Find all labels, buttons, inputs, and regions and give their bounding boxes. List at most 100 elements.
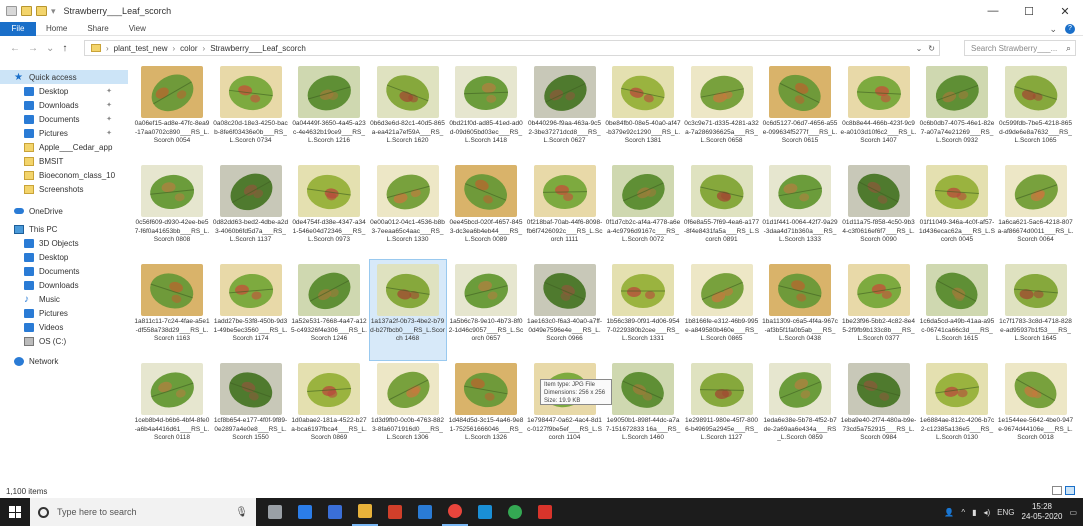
file-tile[interactable]: 1b56c389-0f91-4d06-9547-0229380b2cee___R… — [605, 260, 681, 360]
tab-view[interactable]: View — [128, 23, 146, 33]
taskbar-app[interactable] — [352, 498, 378, 526]
file-tile[interactable]: 0b440296-f9aa-463a-9c52-3be37271dcd8___R… — [527, 62, 603, 162]
nav-item[interactable]: This PC — [0, 222, 128, 236]
back-icon[interactable]: ← — [10, 42, 20, 54]
volume-icon[interactable]: ◂) — [983, 507, 991, 517]
file-tile[interactable]: 1e298911-980e-45f7-8006-b49695a2945e___R… — [684, 359, 760, 459]
file-tile[interactable]: 1a137a2f-0b73-4be2-b79d-b27fbcb0___RS_L.… — [368, 259, 447, 361]
nav-item[interactable]: OneDrive — [0, 204, 128, 218]
file-tile[interactable]: 1cf8b654-e177-4f0f-9f89-0e2897a4e0e8___R… — [213, 359, 289, 459]
chevron-right-icon[interactable]: › — [172, 43, 176, 53]
file-tile[interactable]: 1e798447-0a62-4ac4-8d1c-0127f9be5ef___RS… — [527, 359, 603, 459]
search-input[interactable]: Search Strawberry___... ⌕ — [964, 40, 1076, 56]
file-tile[interactable]: 0c599fdb-7be5-4218-865d-d9de6e8a7632___R… — [998, 62, 1074, 162]
large-icons-view-icon[interactable] — [1065, 486, 1075, 495]
chevron-right-icon[interactable]: › — [106, 43, 109, 53]
breadcrumb-color[interactable]: color — [180, 43, 198, 53]
taskbar-app[interactable] — [262, 498, 288, 526]
maximize-button[interactable]: ☐ — [1024, 5, 1034, 18]
file-tile[interactable]: 0d82dd63-bed2-4dbe-a2d3-4060b6fd5d7a___R… — [213, 161, 289, 261]
file-tile[interactable]: 1ceb8b4d-b6b6-4bf4-8fe0-a6b4a4416d61___R… — [134, 359, 210, 459]
nav-item[interactable]: Pictures — [0, 306, 128, 320]
file-tile[interactable]: 1eda6e38e-5b78-4f52-b7de-2a69aa6e434a___… — [762, 359, 838, 459]
file-tile[interactable]: 0f6e8a55-7f69-4ea6-a177-8f4e8431fa5a___R… — [684, 161, 760, 261]
nav-item[interactable]: Documents ✦ — [0, 112, 128, 126]
recent-icon[interactable]: ⌄ — [46, 42, 55, 54]
nav-item[interactable]: Network — [0, 354, 128, 368]
customize-toolbar-icon[interactable]: ▾ — [51, 5, 56, 16]
nav-item[interactable]: BMSIT — [0, 154, 128, 168]
file-tile[interactable]: 1a811c11-7c24-4fae-a5e1-df558a738d29___R… — [134, 260, 210, 360]
tab-share[interactable]: Share — [87, 23, 109, 33]
breadcrumb-plant-test-new[interactable]: plant_test_new — [113, 43, 168, 53]
refresh-icon[interactable]: ↻ — [928, 43, 935, 53]
file-tile[interactable]: 0c3c9e71-d335-4281-a32a-7a286936625a___R… — [684, 62, 760, 162]
taskbar-app[interactable] — [442, 498, 468, 526]
taskbar-search[interactable]: Type here to search 🎙 — [30, 498, 256, 526]
nav-item[interactable]: Videos — [0, 320, 128, 334]
file-tile[interactable]: 1eba9e40-2f74-480a-b9e-73cd5a752915___RS… — [841, 359, 917, 459]
file-tile[interactable]: 0ee45bcd-020f-4657-8453-dc3ea6b4eb44___R… — [448, 161, 524, 261]
file-tile[interactable]: 0e00a012-04c1-4536-b8b3-7eeaa65c4aac___R… — [370, 161, 446, 261]
address-bar[interactable]: › plant_test_new › color › Strawberry___… — [84, 40, 940, 56]
file-tile[interactable]: 0de4754f-d38e-4347-a341-546e04d72346___R… — [291, 161, 367, 261]
file-tile[interactable]: 0f1d7cb2c-af4a-4778-a6ea-4c9796d9167c___… — [605, 161, 681, 261]
file-tile[interactable]: 1c6da5cd-a49b-41aa-a95c-06741ca66c3d___R… — [919, 260, 995, 360]
file-tile[interactable]: 01d11a75-f858-4c50-9b34-c3f0616ef6f7___R… — [841, 161, 917, 261]
taskbar-app[interactable] — [292, 498, 318, 526]
file-tile[interactable]: 1c7f1783-3c8d-4718-828e-ad95937b1f53___R… — [998, 260, 1074, 360]
properties-icon[interactable] — [21, 6, 32, 16]
file-tile[interactable]: 01d1f441-0064-42f7-9a29-3daa4d71b360a___… — [762, 161, 838, 261]
file-tile[interactable]: 0c56f609-d930-42ee-be57-f6f0a41653bb___R… — [134, 161, 210, 261]
people-icon[interactable]: 👤 — [944, 507, 955, 517]
nav-item[interactable]: Desktop — [0, 250, 128, 264]
notifications-icon[interactable]: ▭ — [1069, 507, 1077, 517]
file-tile[interactable]: 1e6884ae-812c-4206-b7c2-c12385a136e5___R… — [919, 359, 995, 459]
taskbar-app[interactable] — [472, 498, 498, 526]
file-tile[interactable]: 0be84fb0-08e5-40a0-af47-b379e92c1290___R… — [605, 62, 681, 162]
taskbar-app[interactable] — [382, 498, 408, 526]
nav-item[interactable]: 3D Objects — [0, 236, 128, 250]
nav-item[interactable]: Apple___Cedar_app — [0, 140, 128, 154]
file-tile[interactable]: 0c6d5127-06d7-4656-a55e-099634f5277f___R… — [762, 62, 838, 162]
file-tile[interactable]: 0b6d3e6d-82c1-40d5-865a-ea421a7ef59A___R… — [370, 62, 446, 162]
nav-item[interactable]: Desktop ✦ — [0, 84, 128, 98]
explorer-icon[interactable] — [6, 6, 17, 16]
taskbar-app[interactable] — [412, 498, 438, 526]
taskbar-app[interactable] — [502, 498, 528, 526]
minimize-button[interactable]: — — [987, 5, 999, 17]
file-tile[interactable]: 1ae163c0-f6a3-40a0-a7ff-0d49e7596e4e___R… — [527, 260, 603, 360]
nav-item[interactable]: Downloads ✦ — [0, 98, 128, 112]
file-tile[interactable]: 1d484d5d-3c15-4a46-9e81-752561666046___R… — [448, 359, 524, 459]
file-tile[interactable]: 1be23f96-5bb2-4c82-8e45-2f9fb9b133c8b___… — [841, 260, 917, 360]
file-tile[interactable]: 1d3d9fb0-0c0b-4763-8823-8fa6071916d0___R… — [370, 359, 446, 459]
breadcrumb-current[interactable]: Strawberry___Leaf_scorch — [210, 43, 306, 53]
file-tile[interactable]: 0a08c20d-18e3-4250-bacb-8fe6f03436e0b___… — [213, 62, 289, 162]
file-tile[interactable]: 0a06ef15-ad8e-47fc-8ea9-17aa0702c890___R… — [134, 62, 210, 162]
file-tile[interactable]: 1e9050b1-898f-44dc-a7a7-151672833 16a___… — [605, 359, 681, 459]
nav-item[interactable]: Downloads — [0, 278, 128, 292]
file-tile[interactable]: 1ba11309-c6a5-4f4a-967c-af3b5f1fa0b5ab__… — [762, 260, 838, 360]
nav-item[interactable]: ♪ Music — [0, 292, 128, 306]
tab-file[interactable]: File — [0, 21, 36, 36]
chevron-right-icon[interactable]: › — [202, 43, 206, 53]
file-tile[interactable]: 1e1544ee-5642-4be0-947e-9674d44106e___RS… — [998, 359, 1074, 459]
forward-icon[interactable]: → — [28, 42, 38, 54]
file-tile[interactable]: 01f11049-346a-4c0f-af57-1d436ecac62a___R… — [919, 161, 995, 261]
file-tile[interactable]: 0c6b0db7-4075-46e1-82e7-a07a74e21269___R… — [919, 62, 995, 162]
help-icon[interactable]: ? — [1065, 24, 1075, 34]
nav-item[interactable]: Pictures ✦ — [0, 126, 128, 140]
microphone-icon[interactable]: 🎙 — [235, 506, 248, 518]
nav-item[interactable]: Screenshots — [0, 182, 128, 196]
file-tile[interactable]: 1d0abae2-181a-4522-b27a-bca6197fbca4___R… — [291, 359, 367, 459]
new-folder-icon[interactable] — [36, 6, 47, 16]
taskbar-app[interactable] — [532, 498, 558, 526]
file-tile[interactable]: 1a52e531-7668-4a47-a125-c49326f4e306___R… — [291, 260, 367, 360]
language-indicator[interactable]: ENG — [997, 507, 1015, 517]
file-tile[interactable]: 0a04449f-3650-4a45-a23c-4e4632b19ce9___R… — [291, 62, 367, 162]
file-tile[interactable]: 0bd21f0d-ad85-41ed-ad0d-09d605bd03ec___R… — [448, 62, 524, 162]
tab-home[interactable]: Home — [46, 23, 68, 33]
chevron-down-icon[interactable]: ⌄ — [1049, 23, 1057, 34]
close-button[interactable]: ✕ — [1060, 5, 1070, 18]
file-tile[interactable]: 0c8b8e44-466b-423f-9c9e-a0103d10f6c2___R… — [841, 62, 917, 162]
